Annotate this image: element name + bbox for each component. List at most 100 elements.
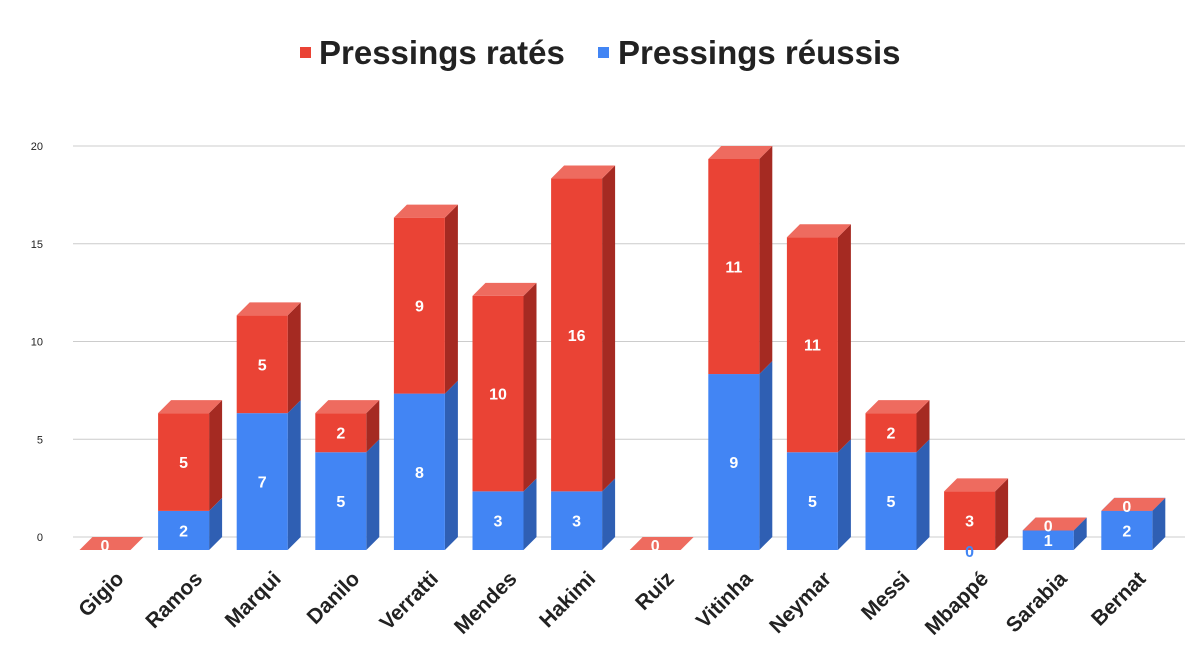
y-tick-label: 10 (31, 337, 43, 349)
bar-segment-rates (158, 400, 223, 511)
x-tick-label: Verratti (375, 567, 442, 634)
bar-front (158, 413, 210, 511)
bar-side (209, 497, 223, 550)
bar-front (708, 374, 760, 550)
value-label-reussis: 3 (494, 514, 503, 531)
bar-side (523, 478, 537, 550)
bar-front (1022, 530, 1074, 550)
x-axis: Gigio Ramos Marqui Danilo Verratti Mendes Haki… (74, 567, 1150, 640)
bar-side (287, 302, 301, 414)
x-tick-label: Ramos (141, 567, 207, 633)
bar-segment-reussis (393, 380, 458, 550)
bar-top (472, 282, 537, 296)
value-label-rates: 2 (887, 426, 896, 443)
bar-front (865, 452, 917, 550)
value-label-reussis: 2 (1122, 523, 1131, 540)
value-label-rates: 0 (101, 538, 110, 555)
value-label-rates: 5 (179, 455, 188, 472)
legend-swatch (300, 47, 311, 58)
value-label-rates: 9 (415, 299, 424, 316)
value-label-rates: 16 (568, 328, 586, 345)
bar-segment-reussis (472, 478, 537, 550)
bar-side (444, 380, 458, 550)
value-label-rates: 5 (258, 357, 267, 374)
value-label-reussis: 5 (808, 494, 817, 511)
x-tick-label: Vitinha (692, 567, 758, 633)
x-tick-label: Mbappé (921, 567, 993, 639)
bar-top (629, 537, 694, 550)
bar-segment-rates (472, 282, 537, 492)
bar-front (393, 217, 445, 394)
bar-segment-reussis (315, 439, 380, 550)
bar-top (79, 537, 144, 550)
y-tick-label: 20 (31, 141, 43, 153)
value-label-reussis: 0 (965, 544, 974, 561)
bar-front (944, 491, 996, 550)
legend-swatch (598, 47, 609, 58)
bar-cap-rates (1101, 497, 1166, 511)
x-tick-label: Marqui (221, 567, 286, 632)
bar-top (1022, 517, 1087, 531)
bar-side (759, 146, 773, 375)
bar-side (602, 165, 616, 492)
bar-top (315, 400, 380, 414)
y-axis: 0 5 10 15 20 (31, 141, 43, 544)
y-tick-label: 15 (31, 239, 43, 251)
bar-front (551, 491, 603, 550)
bar-segment-rates (315, 400, 380, 453)
value-label-reussis: 5 (887, 494, 896, 511)
value-label-reussis: 8 (415, 465, 424, 482)
bar-segment-reussis (236, 400, 301, 550)
bar-segment-rates (786, 224, 851, 453)
bar-top (1101, 497, 1166, 511)
bar-segment-reussis (158, 497, 223, 550)
legend-label: Pressings ratés (319, 34, 565, 71)
bar-front (1101, 510, 1153, 550)
bar-side (916, 400, 930, 453)
bar-front (315, 452, 367, 550)
bar-front (472, 295, 524, 492)
x-tick-label: Hakimi (535, 567, 600, 632)
legend: Pressings ratés Pressings réussis (300, 34, 901, 71)
bar-front (236, 315, 288, 414)
value-label-rates: 10 (489, 387, 507, 404)
bar-segment-rates (236, 302, 301, 414)
value-label-reussis: 1 (1044, 533, 1053, 550)
x-tick-label: Ruiz (631, 567, 679, 615)
bar-segment-reussis (708, 361, 773, 550)
legend-label: Pressings réussis (618, 34, 901, 71)
bar-top (236, 302, 301, 316)
value-label-rates: 0 (1044, 518, 1053, 535)
bar-segment-rates (865, 400, 930, 453)
bar-front (786, 237, 838, 453)
bar-side (916, 439, 930, 550)
bar-segment-rates (551, 165, 616, 492)
bar-front (315, 413, 367, 453)
bar-cap-rates (79, 537, 144, 550)
value-label-reussis: 5 (336, 494, 345, 511)
value-label-reussis: 3 (572, 514, 581, 531)
bar-segment-reussis (786, 439, 851, 550)
bar-top (158, 400, 223, 414)
bar-top (786, 224, 851, 238)
x-tick-label: Messi (857, 567, 915, 625)
bar-front (158, 510, 210, 550)
value-label-rates: 0 (1122, 499, 1131, 516)
bar-segment-rates (393, 204, 458, 394)
bar-front (551, 178, 603, 492)
bar-top (393, 204, 458, 218)
x-tick-label: Bernat (1087, 567, 1150, 630)
x-tick-label: Mendes (450, 567, 522, 639)
bar-segment-rates (708, 146, 773, 375)
value-label-reussis: 9 (729, 455, 738, 472)
bar-cap-rates (1022, 517, 1087, 531)
value-label-rates: 3 (965, 514, 974, 531)
bar-side (602, 478, 616, 550)
bar-side (366, 439, 380, 550)
legend-item-pressings-reussis: Pressings réussis (598, 34, 901, 71)
bar-side (837, 224, 851, 453)
legend-item-pressings-rates: Pressings ratés (300, 34, 565, 71)
y-tick-label: 0 (37, 532, 43, 544)
